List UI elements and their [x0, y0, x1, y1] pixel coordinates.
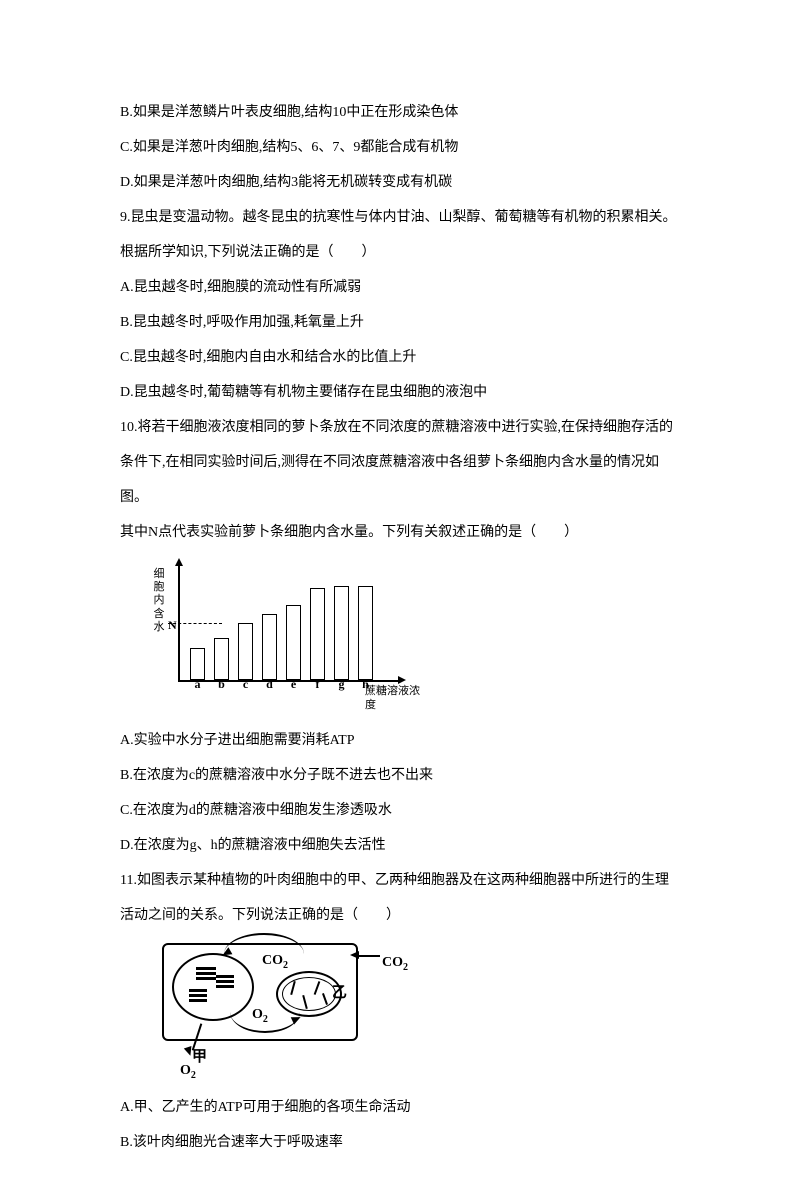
exam-page: B.如果是洋葱鳞片叶表皮细胞,结构10中正在形成染色体 C.如果是洋葱叶肉细胞,…	[0, 0, 800, 1200]
q9-opt-d: D.昆虫越冬时,葡萄糖等有机物主要储存在昆虫细胞的液泡中	[120, 375, 680, 410]
tick-a: a	[190, 669, 205, 699]
q11-stem-1: 11.如图表示某种植物的叶肉细胞中的甲、乙两种细胞器及在这两种细胞器中所进行的生…	[120, 863, 680, 898]
q11-opt-a: A.甲、乙产生的ATP可用于细胞的各项生命活动	[120, 1090, 680, 1125]
co2-in-line	[356, 955, 380, 957]
x-arrow-icon	[398, 676, 406, 684]
n-dash-line	[168, 623, 222, 624]
cell-diagram-figure: 甲 乙 CO2 CO2 O2 O2	[120, 933, 680, 1090]
tick-f: f	[310, 669, 325, 699]
tick-d: d	[262, 669, 277, 699]
x-axis-label: 蔗糖溶液浓度	[365, 684, 420, 713]
q10-opt-b: B.在浓度为c的蔗糖溶液中水分子既不进去也不出来	[120, 758, 680, 793]
yi-label: 乙	[332, 975, 347, 1013]
bar-g	[334, 586, 349, 680]
bar-f	[310, 588, 325, 680]
q11-opt-b: B.该叶肉细胞光合速率大于呼吸速率	[120, 1125, 680, 1160]
n-point-label: N	[168, 610, 177, 640]
q10-opt-a: A.实验中水分子进出细胞需要消耗ATP	[120, 723, 680, 758]
tick-b: b	[214, 669, 229, 699]
bar-h	[358, 586, 373, 680]
q8-opt-c: C.如果是洋葱叶肉细胞,结构5、6、7、9都能合成有机物	[120, 130, 680, 165]
co2-outer-label: CO2	[382, 945, 408, 980]
q9-stem-1: 9.昆虫是变温动物。越冬昆虫的抗寒性与体内甘油、山梨醇、葡萄糖等有机物的积累相关…	[120, 200, 680, 235]
tick-g: g	[334, 669, 349, 699]
o2-arrow-in	[230, 991, 300, 1033]
q10-opt-d: D.在浓度为g、h的蔗糖溶液中细胞失去活性	[120, 828, 680, 863]
q9-opt-c: C.昆虫越冬时,细胞内自由水和结合水的比值上升	[120, 340, 680, 375]
bar-chart-figure: 细 胞 内 含 水 蔗糖溶液浓度 N abcdefgh	[120, 550, 680, 723]
q9-opt-a: A.昆虫越冬时,细胞膜的流动性有所减弱	[120, 270, 680, 305]
tick-e: e	[286, 669, 301, 699]
o2-outer-label: O2	[180, 1053, 196, 1088]
tick-h: h	[358, 669, 373, 699]
q10-stem-2: 条件下,在相同实验时间后,测得在不同浓度蔗糖溶液中各组萝卜条细胞内含水量的情况如…	[120, 445, 680, 515]
q10-stem-3: 其中N点代表实验前萝卜条细胞内含水量。下列有关叙述正确的是（ ）	[120, 515, 680, 550]
y-arrow-icon	[175, 558, 183, 566]
tick-c: c	[238, 669, 253, 699]
q11-stem-2: 活动之间的关系。下列说法正确的是（ ）	[120, 898, 680, 933]
y-axis-label: 细 胞 内 含 水	[152, 568, 166, 634]
q10-stem-1: 10.将若干细胞液浓度相同的萝卜条放在不同浓度的蔗糖溶液中进行实验,在保持细胞存…	[120, 410, 680, 445]
q9-opt-b: B.昆虫越冬时,呼吸作用加强,耗氧量上升	[120, 305, 680, 340]
y-axis	[178, 560, 180, 680]
q8-opt-b: B.如果是洋葱鳞片叶表皮细胞,结构10中正在形成染色体	[120, 95, 680, 130]
co2-arrow-in	[224, 933, 304, 975]
q9-stem-2: 根据所学知识,下列说法正确的是（ ）	[120, 235, 680, 270]
q10-opt-c: C.在浓度为d的蔗糖溶液中细胞发生渗透吸水	[120, 793, 680, 828]
q8-opt-d: D.如果是洋葱叶肉细胞,结构3能将无机碳转变成有机碳	[120, 165, 680, 200]
